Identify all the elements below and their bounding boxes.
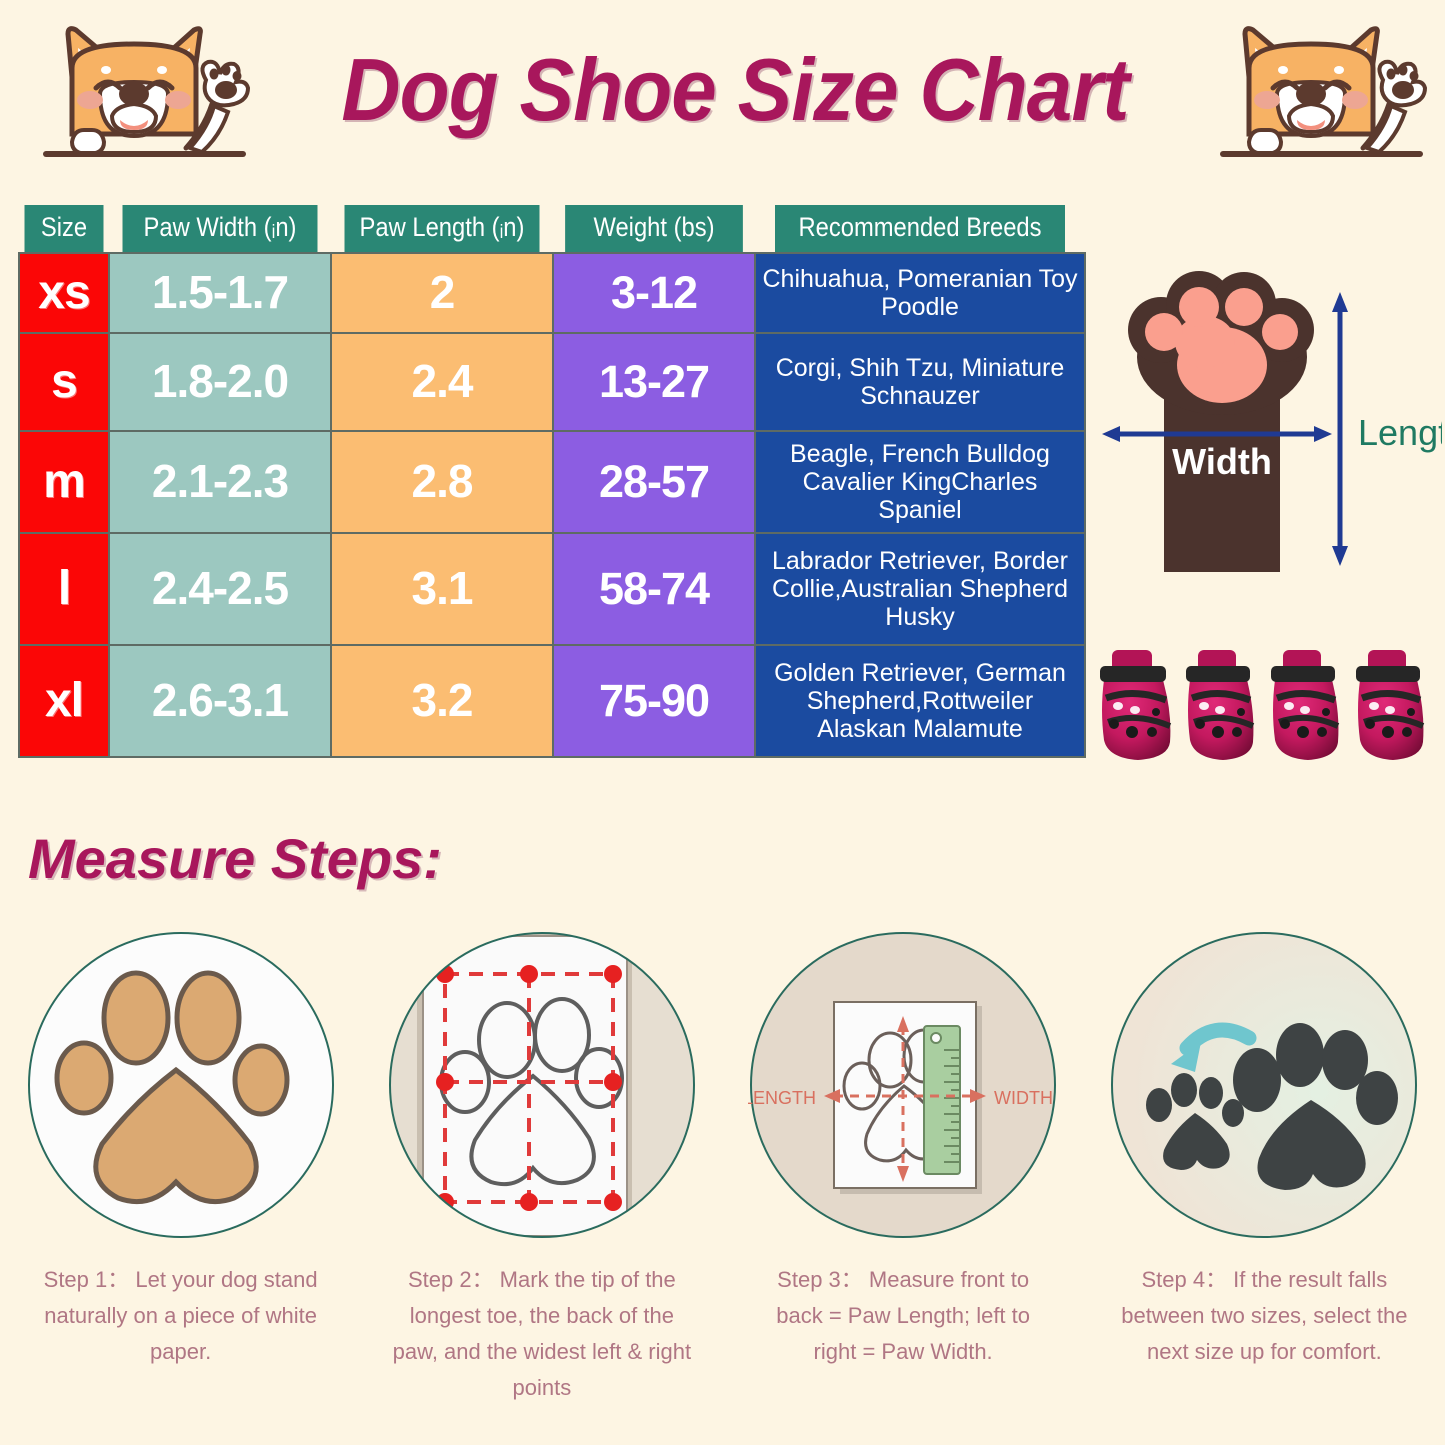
step-3-caption: Step 3： Measure front to back = Paw Leng… bbox=[776, 1267, 1031, 1364]
cell-paw-width: 2.4-2.5 bbox=[108, 532, 332, 646]
cell-weight: 3-12 bbox=[552, 252, 756, 334]
cell-weight: 13-27 bbox=[552, 332, 756, 432]
table-row: xl 2.6-3.1 3.2 75-90 Golden Retriever, G… bbox=[18, 644, 1086, 758]
column-header-paw-width: Paw Width (ᵢn) bbox=[122, 205, 318, 253]
step-3-length-label: LENGTH bbox=[748, 1088, 816, 1108]
column-header-breeds: Recommended Breeds bbox=[774, 205, 1066, 253]
table-row: l 2.4-2.5 3.1 58-74 Labrador Retriever, … bbox=[18, 532, 1086, 646]
step-1-illustration bbox=[26, 930, 336, 1240]
step-3-illustration: LENGTH WIDTH bbox=[743, 930, 1058, 1240]
size-up-arrow-icon bbox=[1171, 1022, 1257, 1072]
cell-paw-width: 1.8-2.0 bbox=[108, 332, 332, 432]
page-header: Dog Shoe Size Chart bbox=[0, 0, 1445, 180]
measure-step-2: Step 2： Mark the tip of the longest toe,… bbox=[367, 930, 717, 1440]
cell-size: s bbox=[18, 332, 110, 432]
cell-size: xl bbox=[18, 644, 110, 758]
cell-breeds: Labrador Retriever, Border Collie,Austra… bbox=[754, 532, 1086, 646]
cell-size: l bbox=[18, 532, 110, 646]
paw-length-label: Length bbox=[1358, 412, 1442, 453]
table-row: m 2.1-2.3 2.8 28-57 Beagle, French Bulld… bbox=[18, 430, 1086, 534]
measure-steps-heading: Measure Steps: bbox=[28, 827, 442, 890]
cell-breeds: Corgi, Shih Tzu, Miniature Schnauzer bbox=[754, 332, 1086, 432]
dog-boot bbox=[1100, 650, 1172, 760]
cell-paw-length: 2.8 bbox=[330, 430, 554, 534]
cell-breeds: Beagle, French Bulldog Cavalier KingChar… bbox=[754, 430, 1086, 534]
shiba-inu-mascot-right-icon bbox=[1215, 8, 1430, 163]
column-header-paw-length: Paw Length (ᵢn) bbox=[344, 205, 540, 253]
step-4-caption: Step 4： If the result falls between two … bbox=[1121, 1267, 1408, 1364]
size-table: Size Paw Width (ᵢn) Paw Length (ᵢn) Weig… bbox=[18, 205, 1086, 758]
cell-breeds: Chihuahua, Pomeranian Toy Poodle bbox=[754, 252, 1086, 334]
table-row: xs 1.5-1.7 2 3-12 Chihuahua, Pomeranian … bbox=[18, 252, 1086, 334]
cell-weight: 58-74 bbox=[552, 532, 756, 646]
column-header-size: Size bbox=[24, 205, 104, 253]
cell-paw-length: 3.2 bbox=[330, 644, 554, 758]
cell-paw-length: 3.1 bbox=[330, 532, 554, 646]
column-header-weight: Weight (bs) bbox=[565, 205, 743, 253]
paw-width-label: Width bbox=[1172, 441, 1272, 482]
measure-steps-section: Step 1： Let your dog stand naturally on … bbox=[0, 930, 1445, 1440]
step-2-caption: Step 2： Mark the tip of the longest toe,… bbox=[392, 1267, 692, 1400]
small-paw-icon bbox=[1146, 1073, 1245, 1170]
measure-step-1: Step 1： Let your dog stand naturally on … bbox=[6, 930, 356, 1440]
dog-boot bbox=[1271, 650, 1340, 760]
shiba-inu-mascot-left-icon bbox=[38, 8, 253, 163]
cell-weight: 28-57 bbox=[552, 430, 756, 534]
table-header-row: Size Paw Width (ᵢn) Paw Length (ᵢn) Weig… bbox=[19, 205, 1085, 253]
large-paw-icon bbox=[1233, 1023, 1399, 1190]
step-3-width-label: WIDTH bbox=[994, 1088, 1053, 1108]
table-row: s 1.8-2.0 2.4 13-27 Corgi, Shih Tzu, Min… bbox=[18, 332, 1086, 432]
cell-weight: 75-90 bbox=[552, 644, 756, 758]
paw-measurement-diagram: Width Length bbox=[1092, 262, 1445, 587]
dog-boots-row bbox=[1094, 636, 1444, 776]
cell-paw-length: 2.4 bbox=[330, 332, 554, 432]
measure-step-3: LENGTH WIDTH Step 3： Measure front to ba… bbox=[728, 930, 1078, 1440]
cell-size: m bbox=[18, 430, 110, 534]
size-table-container: Size Paw Width (ᵢn) Paw Length (ᵢn) Weig… bbox=[18, 205, 1086, 758]
cell-paw-width: 1.5-1.7 bbox=[108, 252, 332, 334]
cell-breeds: Golden Retriever, German Shepherd,Rottwe… bbox=[754, 644, 1086, 758]
cell-size: xs bbox=[18, 252, 110, 334]
measure-step-4: Step 4： If the result falls between two … bbox=[1089, 930, 1439, 1440]
cell-paw-width: 2.6-3.1 bbox=[108, 644, 332, 758]
step-2-illustration bbox=[387, 930, 697, 1240]
cell-paw-width: 2.1-2.3 bbox=[108, 430, 332, 534]
step-4-illustration bbox=[1109, 930, 1419, 1240]
dog-boot bbox=[1356, 650, 1425, 760]
page-title: Dog Shoe Size Chart bbox=[341, 40, 1129, 139]
step-1-caption: Step 1： Let your dog stand naturally on … bbox=[43, 1267, 318, 1364]
cell-paw-length: 2 bbox=[330, 252, 554, 334]
dog-boot bbox=[1186, 650, 1255, 760]
